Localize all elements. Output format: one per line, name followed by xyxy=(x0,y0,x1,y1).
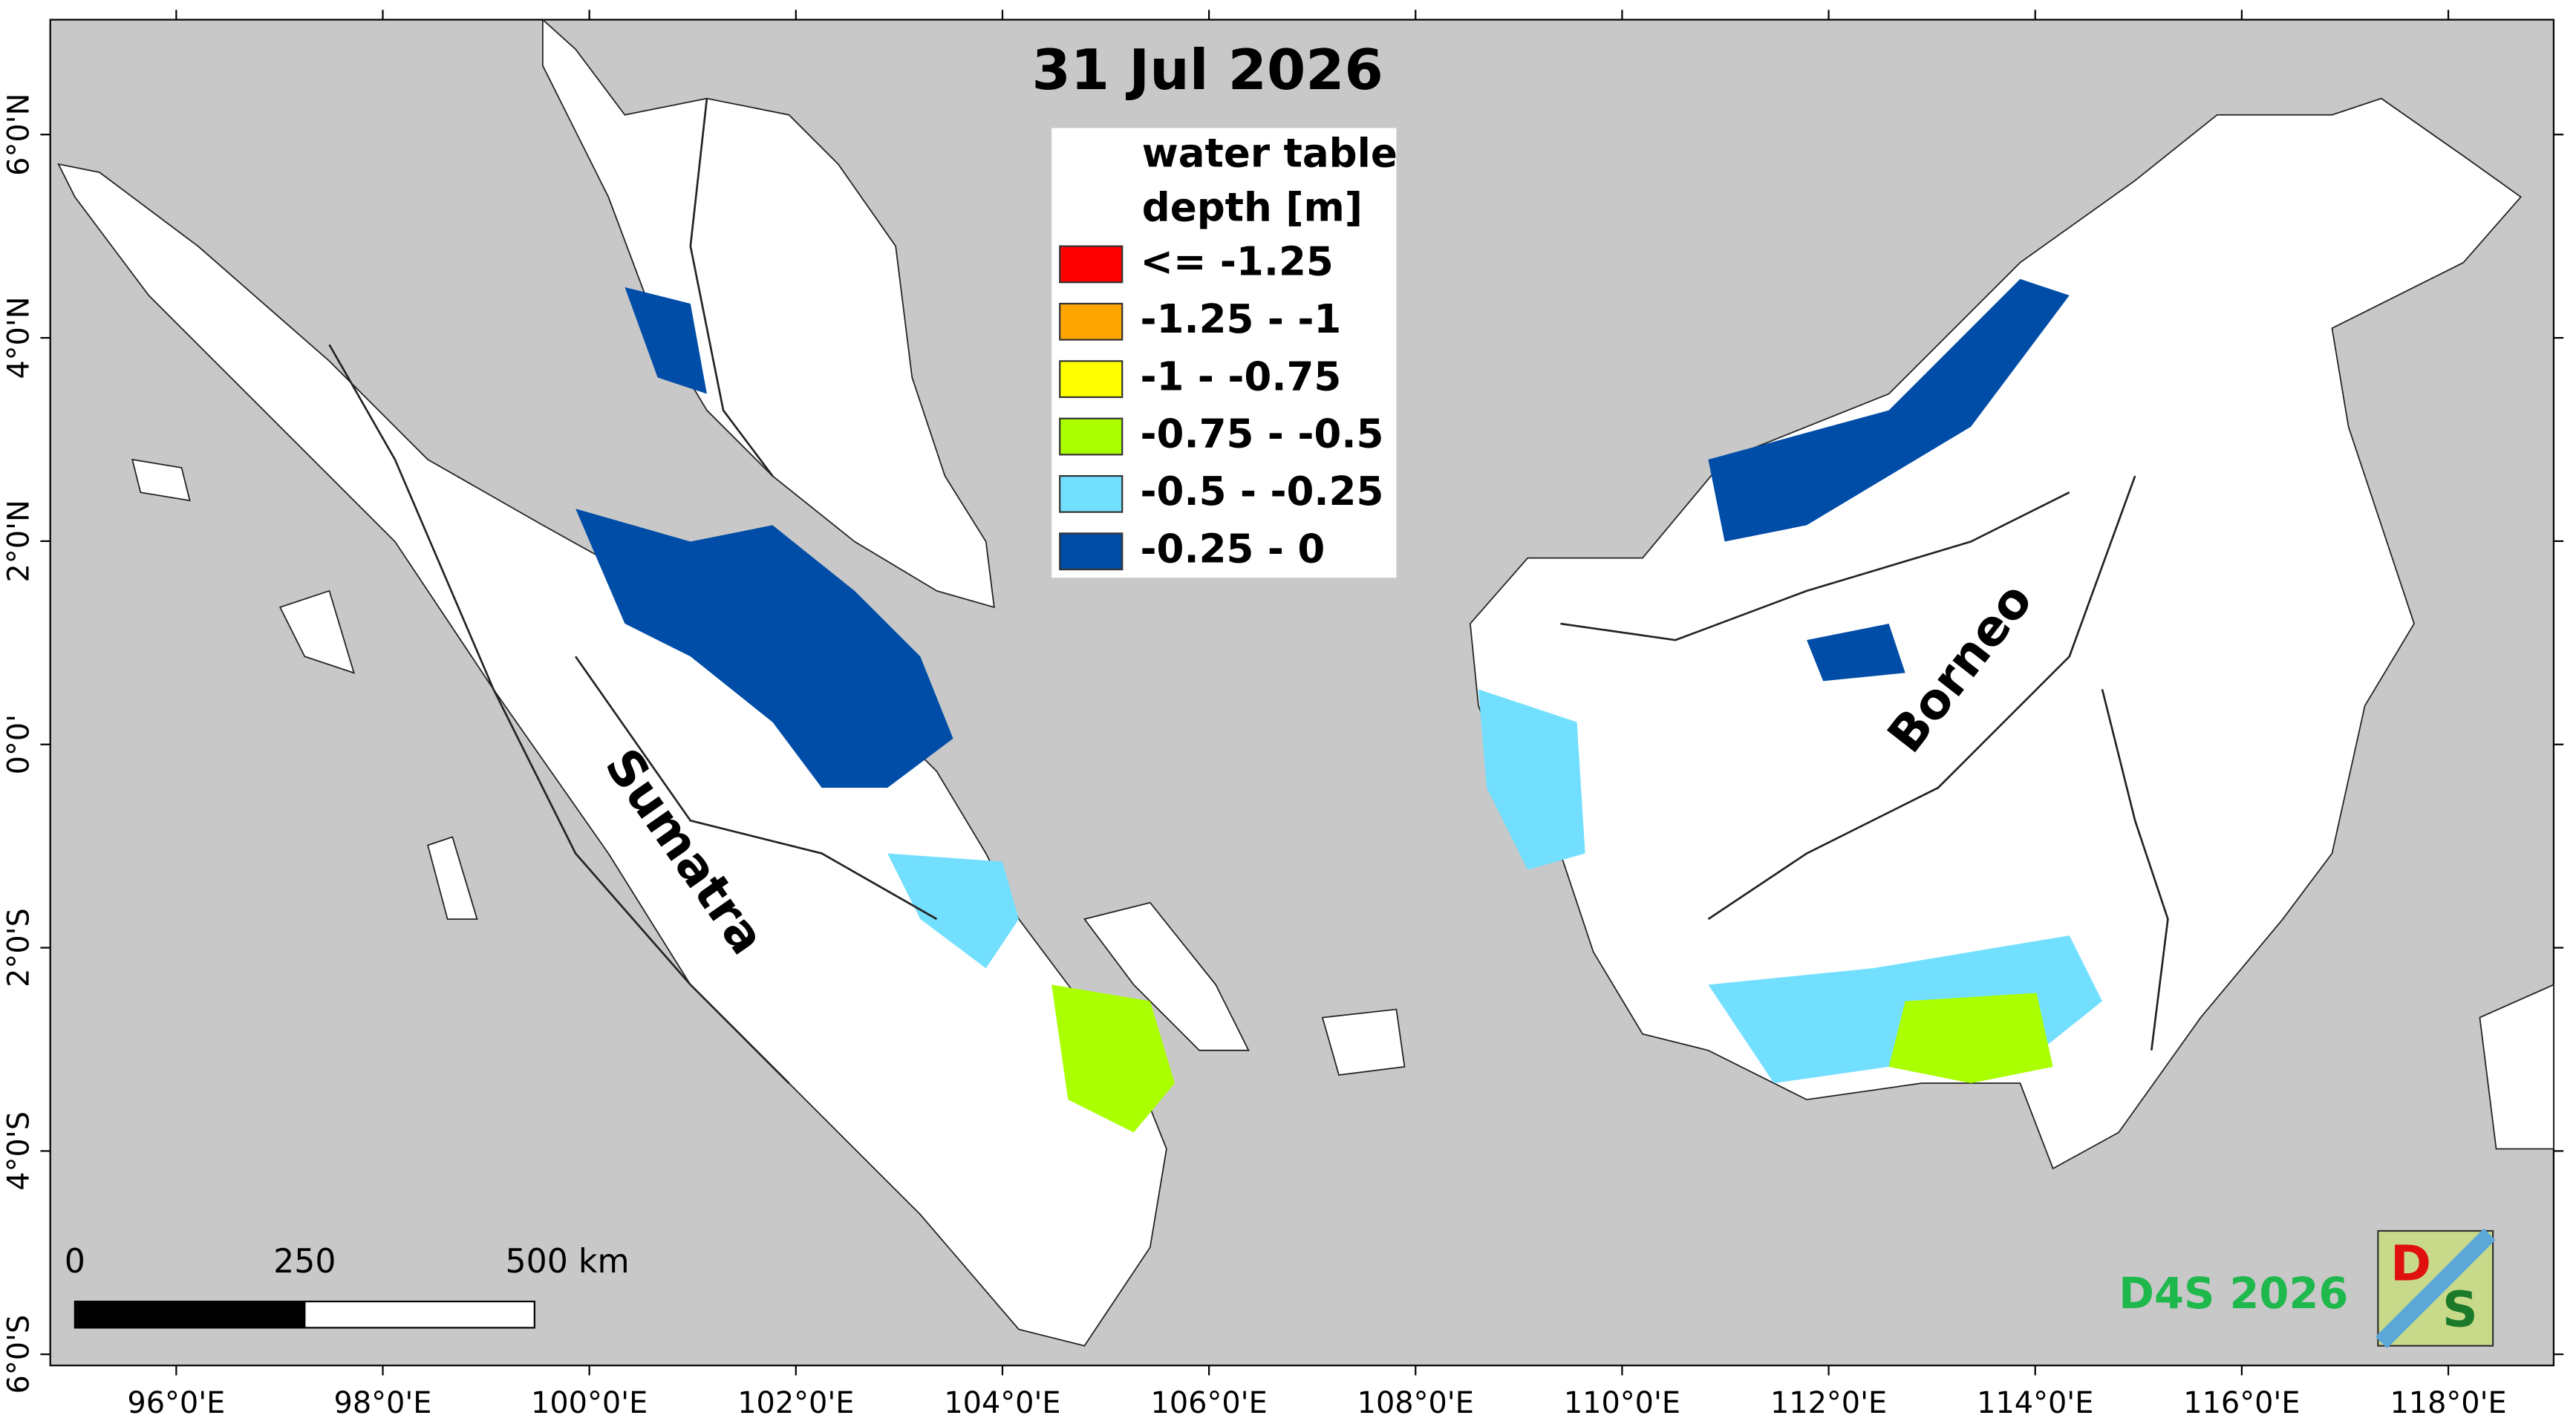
y-tick-label: 0°0' xyxy=(1,714,36,774)
graticule: 96°0'E 98°0'E 100°0'E 102°0'E 104°0'E 106°0'E… xyxy=(1,10,2564,1418)
x-tick-label: 108°0'E xyxy=(1357,1386,1474,1418)
legend-title: water table xyxy=(1142,131,1398,177)
patch xyxy=(1807,624,1905,682)
legend-swatch xyxy=(1059,302,1124,341)
sumatra xyxy=(57,163,1167,1347)
legend-label: -0.25 - 0 xyxy=(1141,526,1326,572)
scale-label: 250 xyxy=(273,1243,336,1281)
sulawesi xyxy=(2479,984,2554,1150)
border xyxy=(2101,689,2169,1051)
patch xyxy=(1051,984,1175,1133)
y-tick-label: 2°0'N xyxy=(1,500,36,582)
x-tick-label: 112°0'E xyxy=(1770,1386,1887,1418)
border xyxy=(689,98,774,477)
logo: D S xyxy=(2375,1228,2496,1349)
legend-swatch xyxy=(1059,360,1124,399)
legend: water table depth [m] <= -1.25 -1.25 - -1… xyxy=(1051,128,1398,578)
logo-letter: D xyxy=(2390,1235,2431,1293)
legend-label: -1.25 - -1 xyxy=(1141,296,1342,342)
x-tick-label: 96°0'E xyxy=(127,1386,225,1418)
belitung xyxy=(1321,1008,1406,1076)
x-tick-label: 114°0'E xyxy=(1977,1386,2093,1418)
legend-title: depth [m] xyxy=(1142,185,1363,231)
patch xyxy=(1888,993,2053,1084)
legend-swatch xyxy=(1059,417,1124,456)
x-tick-label: 116°0'E xyxy=(2183,1386,2300,1418)
island xyxy=(278,589,355,674)
x-tick-label: 98°0'E xyxy=(334,1386,432,1418)
y-tick-label: 4°0'N xyxy=(1,296,36,379)
patch xyxy=(887,853,1019,969)
patch xyxy=(1708,278,2070,542)
x-tick-label: 104°0'E xyxy=(944,1386,1060,1418)
legend-swatch xyxy=(1059,532,1124,571)
x-tick-label: 100°0'E xyxy=(531,1386,648,1418)
y-tick-label: 6°0'N xyxy=(1,94,36,176)
legend-label: -1 - -0.75 xyxy=(1141,353,1342,399)
x-tick-label: 106°0'E xyxy=(1151,1386,1268,1418)
x-tick-label: 118°0'E xyxy=(2390,1386,2506,1418)
y-tick-label: 4°0'S xyxy=(1,1111,36,1191)
logo-stripe xyxy=(2375,1228,2496,1349)
borneo xyxy=(1469,97,2523,1170)
patch xyxy=(625,287,707,394)
patch xyxy=(1478,689,1585,870)
patch xyxy=(575,509,953,788)
x-tick-label: 110°0'E xyxy=(1564,1386,1680,1418)
legend-label: <= -1.25 xyxy=(1141,239,1334,285)
logo-letter: S xyxy=(2442,1281,2478,1339)
border xyxy=(1707,475,2136,921)
legend-swatch xyxy=(1059,245,1124,284)
legend-label: -0.75 - -0.5 xyxy=(1141,411,1384,457)
water-table-patches xyxy=(575,278,2102,1133)
map-title: 31 Jul 2026 xyxy=(1032,37,1383,102)
y-tick-label: 2°0'S xyxy=(1,908,36,987)
scale-bar-segment xyxy=(304,1300,535,1329)
province-borders xyxy=(328,98,2169,1084)
legend-label: -0.5 - -0.25 xyxy=(1141,468,1384,514)
scale-label: 0 xyxy=(65,1243,85,1281)
credit: D4S 2026 xyxy=(2119,1269,2348,1319)
y-tick-label: 6°0'S xyxy=(1,1315,36,1394)
border xyxy=(1560,491,2070,641)
border xyxy=(328,344,790,1084)
legend-swatch xyxy=(1059,474,1124,513)
scale-label: 500 km xyxy=(505,1243,629,1281)
bangka xyxy=(1083,901,1250,1051)
scale-bar: 0 250 500 km xyxy=(65,1243,630,1329)
island xyxy=(427,836,478,920)
island xyxy=(131,458,191,502)
land xyxy=(57,18,2554,1347)
scale-bar-segment xyxy=(74,1300,306,1329)
x-tick-label: 102°0'E xyxy=(737,1386,854,1418)
border xyxy=(574,656,938,921)
